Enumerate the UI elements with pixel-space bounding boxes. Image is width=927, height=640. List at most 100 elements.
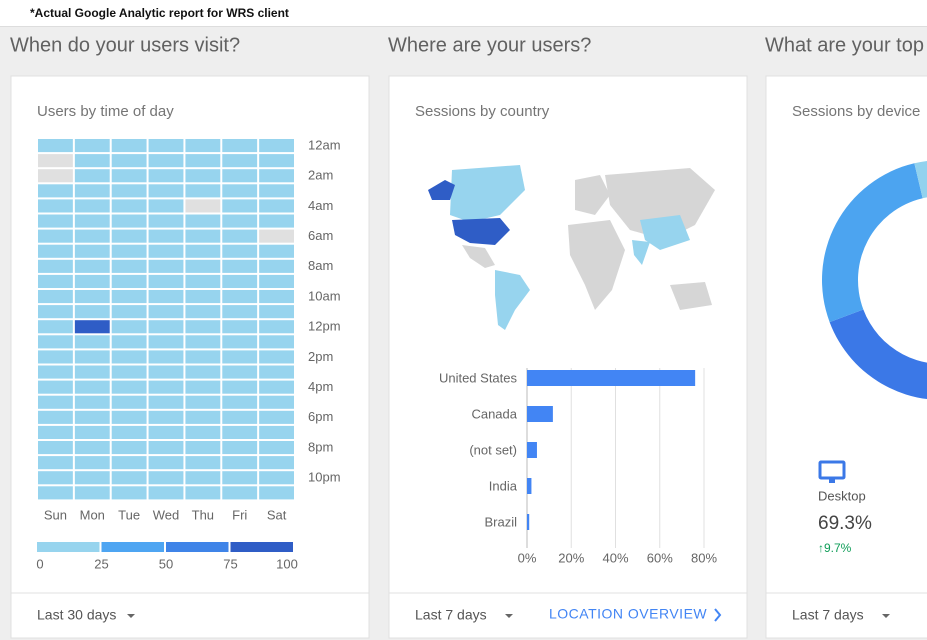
category-label: (not set): [469, 442, 517, 457]
heatmap-cell: [148, 139, 184, 153]
heatmap-cell: [111, 244, 147, 258]
heatmap-cell: [38, 199, 73, 213]
heatmap-cell: [222, 199, 258, 213]
heatmap-cell: [259, 486, 294, 500]
day-label: Sat: [267, 507, 287, 522]
heatmap-cell: [259, 350, 294, 364]
heatmap-cell: [259, 274, 294, 288]
heatmap-cell: [148, 199, 184, 213]
legend-tick-label: 75: [223, 556, 237, 571]
heatmap-cell: [222, 229, 258, 243]
heatmap-cell: [38, 410, 73, 424]
heatmap-cell: [74, 154, 110, 168]
heatmap-cell: [148, 290, 184, 304]
date-range-dropdown[interactable]: Last 30 days: [37, 607, 116, 623]
heatmap-cell: [148, 274, 184, 288]
heatmap-cell: [222, 320, 258, 334]
heatmap-cell: [74, 199, 110, 213]
x-tick-label: 0%: [518, 550, 537, 565]
heatmap-cell: [259, 335, 294, 349]
heatmap-cell: [222, 290, 258, 304]
category-label: United States: [439, 370, 518, 385]
heatmap-cell: [111, 425, 147, 439]
heatmap-cell: [185, 244, 221, 258]
heatmap-cell: [111, 199, 147, 213]
heatmap-cell: [259, 456, 294, 470]
heatmap-cell: [74, 365, 110, 379]
heatmap-cell: [185, 335, 221, 349]
card-title: Sessions by device: [792, 103, 920, 120]
heatmap-cell: [38, 395, 73, 409]
category-label: Canada: [471, 406, 517, 421]
heatmap-cell: [148, 350, 184, 364]
category-label: India: [489, 478, 518, 493]
donut-segment: [829, 309, 927, 399]
heatmap-cell: [38, 365, 73, 379]
map-region: [568, 220, 625, 310]
heatmap-cell: [148, 365, 184, 379]
heatmap-cell: [38, 154, 73, 168]
heatmap-cell: [38, 320, 73, 334]
heatmap-cell: [38, 229, 73, 243]
heatmap-cell: [38, 290, 73, 304]
section-heading: What are your top: [765, 34, 924, 56]
heatmap-cell: [222, 441, 258, 455]
heatmap-cell: [74, 486, 110, 500]
day-label: Sun: [44, 507, 67, 522]
heatmap-cell: [185, 425, 221, 439]
heatmap-cell: [38, 184, 73, 198]
bar: [527, 370, 696, 386]
heatmap-cell: [222, 154, 258, 168]
heatmap-cell: [74, 410, 110, 424]
heatmap-cell: [74, 214, 110, 228]
map-region: [495, 270, 530, 330]
heatmap-cell: [38, 214, 73, 228]
note: *Actual Google Analytic report for WRS c…: [30, 6, 289, 20]
legend-swatch: [230, 542, 293, 552]
heatmap-cell: [222, 471, 258, 485]
donut-segment: [914, 160, 927, 199]
x-tick-label: 20%: [558, 550, 584, 565]
heatmap-cell: [148, 441, 184, 455]
hour-label: 2pm: [308, 349, 333, 364]
map-region: [605, 168, 715, 240]
heatmap-cell: [74, 259, 110, 273]
heatmap-cell: [148, 154, 184, 168]
heatmap-cell: [111, 229, 147, 243]
heatmap-cell: [74, 350, 110, 364]
heatmap-cell: [185, 199, 221, 213]
heatmap-cell: [111, 214, 147, 228]
date-range-dropdown[interactable]: Last 7 days: [415, 607, 487, 623]
heatmap-cell: [148, 486, 184, 500]
x-tick-label: 80%: [691, 550, 717, 565]
heatmap-cell: [259, 305, 294, 319]
link[interactable]: LOCATION OVERVIEW: [549, 606, 707, 622]
date-range-dropdown[interactable]: Last 7 days: [792, 607, 864, 623]
heatmap-cell: [111, 139, 147, 153]
heatmap-cell: [38, 471, 73, 485]
map-region: [452, 218, 510, 245]
map-region: [428, 180, 455, 200]
heatmap-cell: [111, 305, 147, 319]
heatmap-cell: [74, 395, 110, 409]
heatmap-cell: [111, 184, 147, 198]
heatmap-cell: [185, 395, 221, 409]
heatmap-cell: [74, 274, 110, 288]
heatmap-cell: [259, 395, 294, 409]
heatmap-cell: [259, 154, 294, 168]
heatmap-cell: [111, 350, 147, 364]
heatmap-cell: [259, 471, 294, 485]
legend-tick-label: 25: [94, 556, 108, 571]
hour-label: 6am: [308, 228, 333, 243]
heatmap-cell: [222, 350, 258, 364]
heatmap-cell: [222, 244, 258, 258]
desktop-icon-stand: [829, 478, 835, 483]
change-label: ↑9.7%: [818, 541, 852, 555]
heatmap-cell: [222, 259, 258, 273]
heatmap-cell: [185, 259, 221, 273]
heatmap-cell: [222, 169, 258, 183]
day-label: Wed: [153, 507, 180, 522]
heatmap-cell: [74, 229, 110, 243]
heatmap-cell: [185, 365, 221, 379]
hour-label: 10pm: [308, 470, 341, 485]
